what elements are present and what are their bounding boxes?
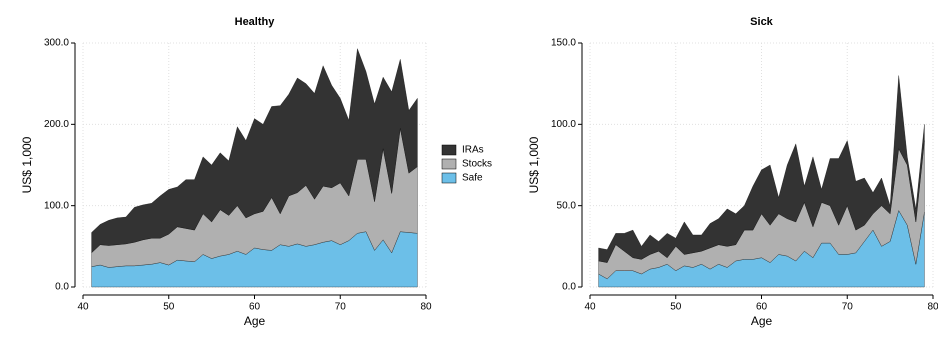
area — [598, 75, 925, 263]
x-tick-label: 50 — [670, 302, 682, 313]
x-tick-label: 80 — [420, 302, 432, 313]
chart-title: Healthy — [235, 16, 276, 28]
legend-swatch — [441, 158, 457, 170]
y-tick-label: 300.0 — [44, 38, 69, 49]
x-tick-label: 70 — [335, 302, 347, 313]
legend-label: Safe — [462, 173, 483, 184]
x-tick-label: 80 — [927, 302, 938, 313]
y-tick-label: 0.0 — [562, 282, 576, 293]
y-tick-label: 150.0 — [551, 38, 576, 49]
x-axis-label: Age — [751, 314, 773, 328]
x-tick-label: 40 — [77, 302, 89, 313]
legend-swatch — [441, 144, 457, 156]
x-tick-label: 50 — [163, 302, 175, 313]
y-tick-label: 100.0 — [551, 119, 576, 130]
y-tick-label: 0.0 — [55, 282, 69, 293]
chart-title: Sick — [750, 16, 774, 28]
legend-label: IRAs — [462, 145, 484, 156]
x-axis-label: Age — [244, 314, 266, 328]
x-tick-label: 70 — [842, 302, 854, 313]
y-axis-label: US$ 1,000 — [527, 136, 541, 193]
x-tick-label: 60 — [249, 302, 261, 313]
y-tick-label: 100.0 — [44, 200, 69, 211]
legend-swatch — [441, 172, 457, 184]
y-tick-label: 200.0 — [44, 119, 69, 130]
area — [91, 48, 418, 254]
x-tick-label: 60 — [756, 302, 768, 313]
y-tick-label: 50.0 — [557, 200, 577, 211]
x-tick-label: 40 — [584, 302, 596, 313]
legend-label: Stocks — [462, 159, 492, 170]
y-axis-label: US$ 1,000 — [20, 136, 34, 193]
